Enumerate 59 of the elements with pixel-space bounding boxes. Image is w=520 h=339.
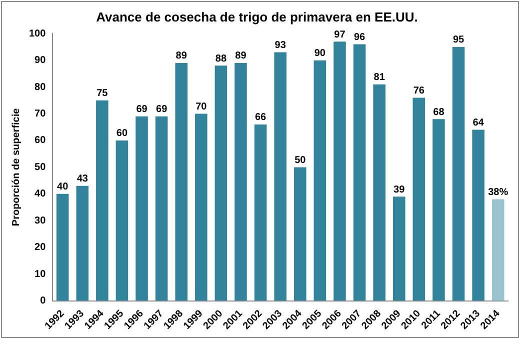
y-tick-label: 40 [34,188,46,200]
chart-title: Avance de cosecha de trigo de primavera en EE.UU. [96,9,418,24]
data-label: 89 [176,50,188,62]
bar [214,66,228,301]
data-label: 97 [334,29,346,40]
data-label: 64 [472,118,484,129]
data-label: 60 [116,128,128,140]
data-label: 88 [215,53,227,64]
bar [254,124,267,301]
y-tick-label: 10 [34,268,46,280]
data-label: 68 [433,106,445,118]
y-tick-label: 50 [34,162,46,173]
bar [432,119,445,301]
bar [412,98,426,301]
data-label: 95 [452,34,465,46]
bar [373,84,386,301]
data-label: 69 [156,104,168,116]
bar [274,52,286,301]
bar [175,62,188,301]
bar [155,116,168,301]
data-label: 75 [96,88,108,100]
bar [472,130,484,301]
y-tick-label: 90 [34,55,46,66]
bar [195,114,208,301]
y-tick-label: 20 [34,242,46,254]
y-tick-label: 70 [34,108,46,120]
y-tick-label: 0 [40,296,46,307]
y-tick-label: 100 [28,28,46,40]
data-label: 76 [413,85,425,96]
data-label: 40 [57,182,69,193]
data-label: 69 [136,104,148,116]
data-label: 93 [274,40,286,52]
bar [76,186,89,301]
bar [392,196,406,301]
bar [294,167,306,301]
bar [334,42,346,301]
data-label: 90 [314,48,326,60]
bar [353,44,366,301]
data-label: 38% [488,187,508,198]
bar [314,60,326,301]
y-tick-label: 80 [34,82,46,93]
data-label: 70 [196,102,208,113]
data-label: 66 [254,112,267,124]
bar [96,100,108,301]
bar [116,140,128,301]
y-tick-label: 60 [34,135,46,146]
data-label: 39 [394,184,406,196]
bar [56,194,69,301]
data-label: 50 [294,154,306,166]
bar [452,46,465,301]
bar [234,62,247,301]
data-label: 96 [354,32,366,44]
bar [136,116,148,301]
bar [492,199,504,301]
y-axis-title: Proporción de superficie [10,108,22,226]
data-label: 81 [374,72,386,84]
data-label: 89 [235,50,247,62]
data-label: 43 [76,174,88,185]
y-tick-label: 30 [34,215,46,226]
